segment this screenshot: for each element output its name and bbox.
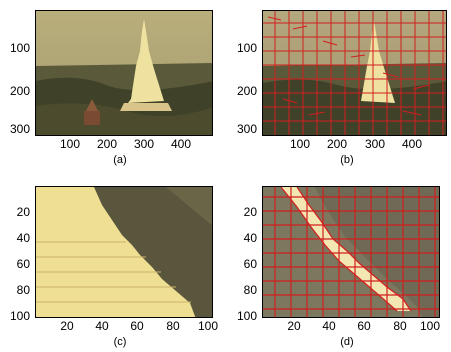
x-tick: 20 xyxy=(60,319,74,333)
panel-caption: (a) xyxy=(113,154,127,166)
y-tick: 80 xyxy=(243,283,257,297)
panel-d-image xyxy=(262,186,440,318)
panel-caption: (d) xyxy=(340,336,354,348)
y-tick: 40 xyxy=(16,231,30,245)
x-tick: 40 xyxy=(322,319,336,333)
y-tick: 200 xyxy=(9,84,30,98)
x-tick: 40 xyxy=(95,319,109,333)
y-tick: 60 xyxy=(16,257,30,271)
y-tick: 20 xyxy=(16,205,30,219)
y-tick: 100 xyxy=(236,309,257,323)
x-tick: 60 xyxy=(357,319,371,333)
x-tick: 400 xyxy=(401,137,423,151)
x-tick: 60 xyxy=(130,319,144,333)
x-tick: 100 xyxy=(197,319,219,333)
x-tick: 300 xyxy=(364,137,386,151)
y-tick: 20 xyxy=(243,205,257,219)
panel-caption: (b) xyxy=(340,154,354,166)
x-tick: 100 xyxy=(59,137,81,151)
x-tick: 80 xyxy=(393,319,407,333)
y-tick: 200 xyxy=(236,84,257,98)
y-tick: 80 xyxy=(16,283,30,297)
y-tick: 100 xyxy=(9,309,30,323)
panel-c-image xyxy=(35,186,213,318)
x-tick: 400 xyxy=(170,137,192,151)
y-tick: 300 xyxy=(9,122,30,136)
panel-a-image xyxy=(35,10,213,136)
panel-caption: (c) xyxy=(113,336,127,348)
y-tick: 40 xyxy=(243,231,257,245)
x-tick: 300 xyxy=(133,137,155,151)
x-tick: 100 xyxy=(419,319,441,333)
x-tick: 200 xyxy=(326,137,348,151)
x-tick: 100 xyxy=(289,137,311,151)
y-tick: 300 xyxy=(236,122,257,136)
y-tick: 60 xyxy=(243,257,257,271)
panel-b-image xyxy=(262,10,447,136)
y-tick: 100 xyxy=(236,41,257,55)
x-tick: 20 xyxy=(287,319,301,333)
x-tick: 200 xyxy=(96,137,118,151)
x-tick: 80 xyxy=(166,319,180,333)
y-tick: 100 xyxy=(9,41,30,55)
